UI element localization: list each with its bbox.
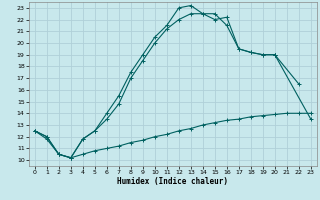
X-axis label: Humidex (Indice chaleur): Humidex (Indice chaleur) <box>117 177 228 186</box>
